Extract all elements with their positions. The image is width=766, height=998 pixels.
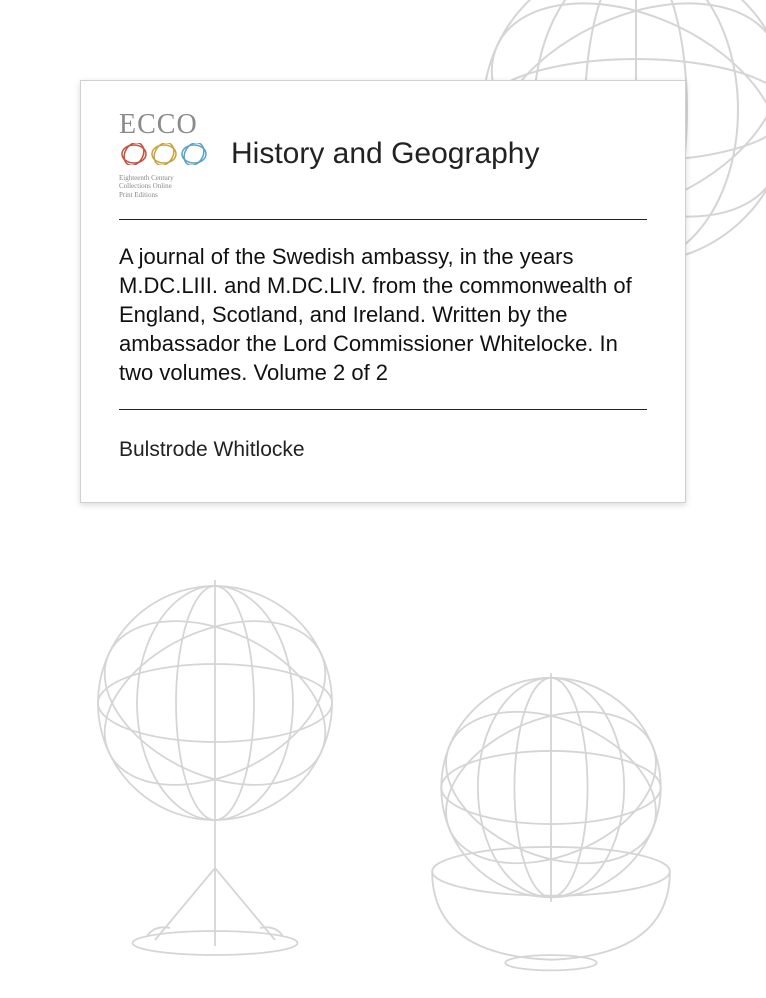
logo-subtitle: Eighteenth Century Collections Online Pr… bbox=[119, 174, 209, 199]
logo-text: ECCO bbox=[119, 109, 209, 141]
book-title: A journal of the Swedish ambassy, in the… bbox=[119, 220, 647, 409]
logo-rings-icon bbox=[119, 143, 209, 165]
series-title: History and Geography bbox=[231, 137, 540, 171]
author-name: Bulstrode Whitlocke bbox=[119, 410, 647, 468]
publisher-logo: ECCO Eighteenth Century Collections Onli… bbox=[119, 109, 209, 199]
logo-sub-line2: Collections Online bbox=[119, 182, 172, 190]
card-header: ECCO Eighteenth Century Collections Onli… bbox=[119, 109, 647, 219]
armillary-sphere-bg-bottom-left bbox=[60, 568, 370, 958]
title-card: ECCO Eighteenth Century Collections Onli… bbox=[80, 80, 686, 503]
logo-sub-line3: Print Editions bbox=[119, 191, 158, 199]
page-background: ECCO Eighteenth Century Collections Onli… bbox=[0, 0, 766, 998]
logo-sub-line1: Eighteenth Century bbox=[119, 174, 174, 182]
armillary-sphere-bg-bottom-right bbox=[396, 658, 706, 978]
